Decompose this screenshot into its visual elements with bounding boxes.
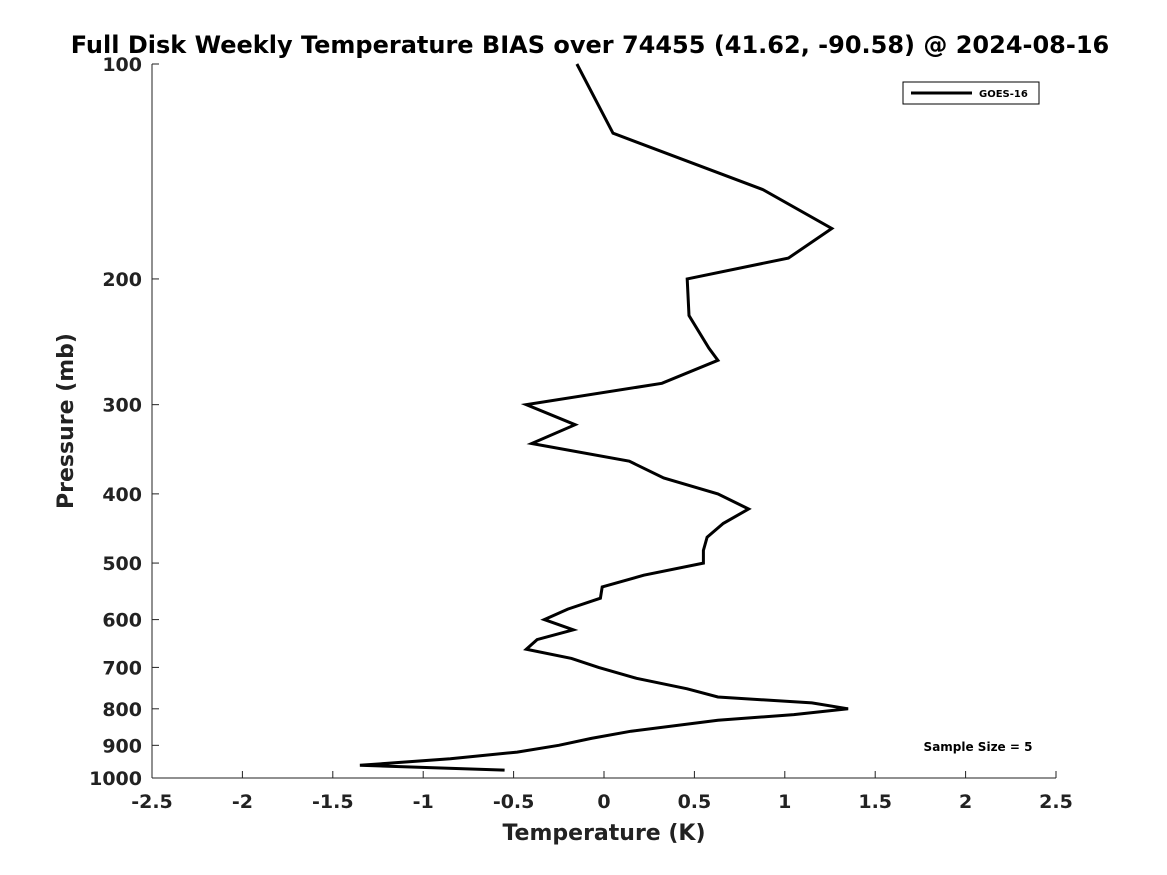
x-tick-label: -2 xyxy=(232,791,253,813)
y-tick-label: 1000 xyxy=(89,768,142,790)
legend-entry-label: GOES-16 xyxy=(979,89,1028,100)
y-tick-label: 100 xyxy=(102,54,142,76)
x-tick-label: 1.5 xyxy=(858,791,892,813)
y-tick-label: 800 xyxy=(102,699,142,721)
x-tick-label: -1.5 xyxy=(312,791,354,813)
x-tick-label: 0.5 xyxy=(678,791,712,813)
y-tick-label: 700 xyxy=(102,657,142,679)
y-tick-label: 500 xyxy=(102,553,142,575)
y-tick-label: 600 xyxy=(102,610,142,632)
chart-title: Full Disk Weekly Temperature BIAS over 7… xyxy=(71,31,1110,59)
axes xyxy=(151,64,1056,779)
x-ticks: -2.5 -2 -1.5 -1 -0.5 0 0.5 1 1.5 2 2.5 xyxy=(131,771,1073,813)
x-tick-label: -1 xyxy=(413,791,434,813)
y-tick-label: 300 xyxy=(102,395,142,417)
y-axis-label: Pressure (mb) xyxy=(54,333,79,509)
x-tick-label: 0 xyxy=(597,791,610,813)
x-tick-label: 2.5 xyxy=(1039,791,1073,813)
y-ticks: 100 200 300 400 500 600 700 800 900 1000 xyxy=(89,54,159,790)
y-tick-label: 200 xyxy=(102,269,142,291)
y-tick-label: 900 xyxy=(102,735,142,757)
series-layer xyxy=(359,63,849,772)
legend: GOES-16 xyxy=(902,81,1040,105)
x-axis-label: Temperature (K) xyxy=(502,821,705,846)
x-tick-label: -0.5 xyxy=(493,791,535,813)
x-tick-label: -2.5 xyxy=(131,791,173,813)
sample-size-annotation: Sample Size = 5 xyxy=(924,740,1033,754)
series-line-goes-16 xyxy=(359,63,849,772)
x-tick-label: 2 xyxy=(959,791,972,813)
y-tick-label: 400 xyxy=(102,484,142,506)
x-tick-label: 1 xyxy=(778,791,791,813)
